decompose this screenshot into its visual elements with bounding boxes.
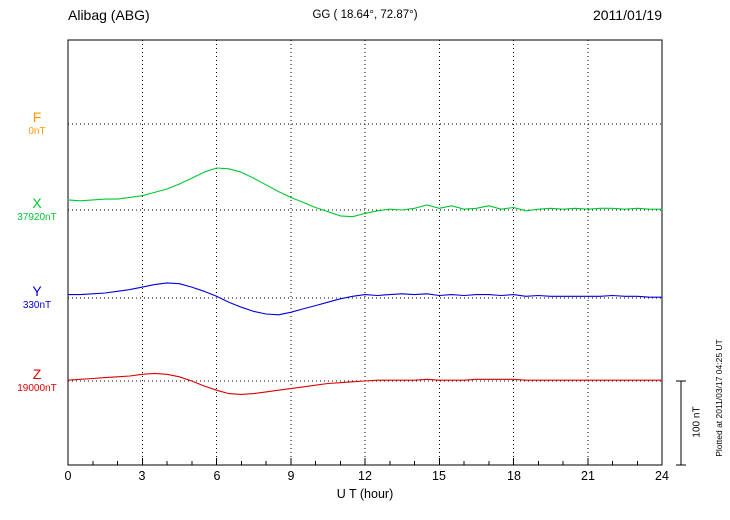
- x-tick-label-15: 15: [432, 469, 446, 483]
- geographic-coordinates: GG ( 18.64°, 72.87°): [312, 9, 418, 21]
- component-label-X: X 37920nT: [8, 196, 66, 223]
- x-tick-label-12: 12: [358, 469, 372, 483]
- x-tick-label-6: 6: [213, 469, 221, 483]
- component-baseline-F: 0nT: [28, 126, 46, 137]
- x-tick-label-24: 24: [655, 469, 669, 483]
- x-axis-label: U T (hour): [336, 487, 394, 501]
- component-label-Y: Y 330nT: [8, 284, 66, 311]
- x-tick-label-18: 18: [507, 469, 521, 483]
- component-label-F: F 0nT: [8, 110, 66, 137]
- component-letter-Z: Z: [32, 366, 42, 382]
- component-label-Z: Z 19000nT: [8, 367, 66, 394]
- component-baseline-X: 37920nT: [17, 212, 57, 223]
- station-title: Alibag (ABG): [68, 7, 150, 23]
- component-letter-F: F: [32, 109, 42, 125]
- x-tick-label-21: 21: [581, 469, 595, 483]
- x-tick-label-0: 0: [64, 469, 72, 483]
- plot-date: 2011/01/19: [592, 7, 662, 23]
- plotted-at-note: Plotted at 2011/03/17 04:25 UT: [714, 339, 724, 457]
- x-tick-label-9: 9: [287, 469, 295, 483]
- component-baseline-Z: 19000nT: [17, 383, 57, 394]
- component-baseline-Y: 330nT: [22, 300, 52, 311]
- component-letter-Y: Y: [32, 283, 42, 299]
- component-letter-X: X: [32, 195, 42, 211]
- x-tick-label-3: 3: [138, 469, 146, 483]
- scale-bar-label: 100 nT: [691, 406, 703, 438]
